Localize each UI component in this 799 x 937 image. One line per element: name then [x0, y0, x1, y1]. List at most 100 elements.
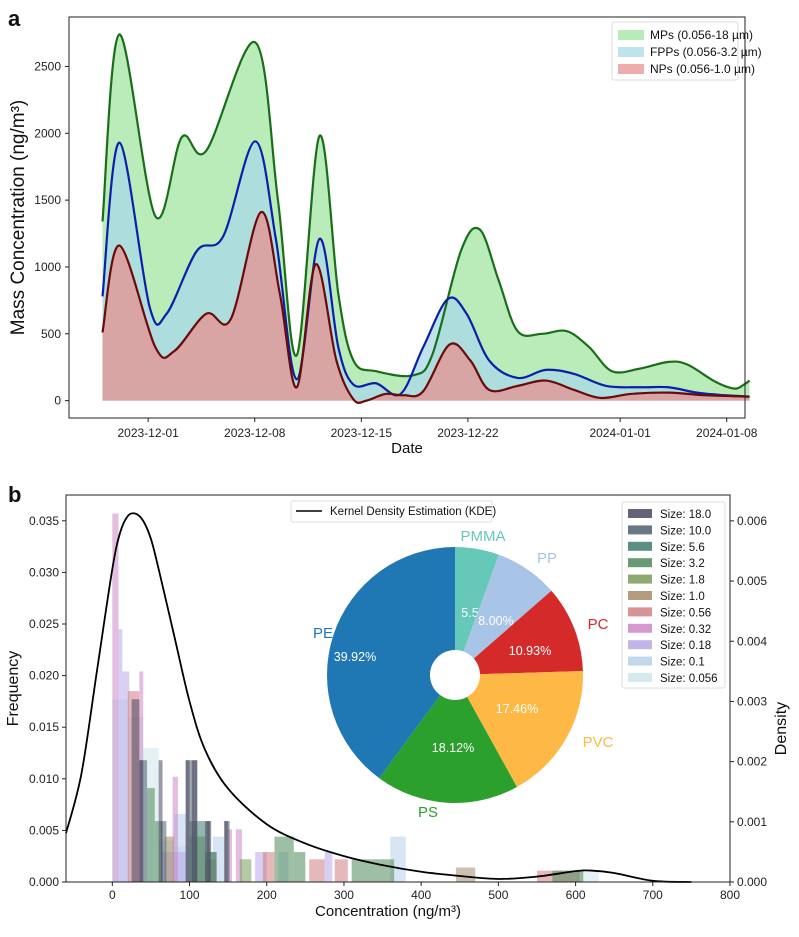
x-tick-label-b: 800 [720, 888, 740, 902]
size-legend-label-0.56: Size: 0.56 [660, 607, 711, 619]
hist-bar-size-0.1 [390, 836, 406, 882]
hist-bar-size-1.0 [455, 867, 476, 882]
size-legend-label-0.1: Size: 0.1 [660, 657, 705, 669]
size-legend-swatch-10.0 [628, 525, 652, 535]
y-tick-label-b: 0.010 [29, 772, 59, 786]
y2-tick-label-b: 0.006 [737, 514, 767, 528]
hist-bar-size-0.056 [575, 870, 599, 882]
x-tick-label-a: 2023-12-08 [224, 426, 286, 440]
pie-slice-pmma [455, 547, 499, 675]
y2-tick-label-b: 0.002 [737, 755, 767, 769]
line-mps [101, 33, 751, 390]
hist-bar-size-0.1 [174, 813, 186, 882]
y2-tick-label-b: 0.004 [737, 634, 767, 648]
hist-bar-size-0.18 [255, 852, 267, 882]
pie-center-hole [430, 650, 480, 700]
x-tick-label-a: 2023-12-01 [117, 426, 179, 440]
x-tick-label-a: 2024-01-08 [696, 426, 758, 440]
x-tick-label-b: 700 [643, 888, 663, 902]
legend-label-a-1: FPPs (0.056-3.2 µm) [650, 45, 762, 59]
hist-bar-size-1.8 [239, 859, 252, 882]
pie-pct-ps: 18.12% [432, 741, 474, 755]
y-tick-label-b: 0.005 [29, 823, 59, 837]
x-tick-label-b: 100 [180, 888, 200, 902]
panel-label-b: b [8, 482, 21, 507]
panel-label-a: a [8, 6, 21, 31]
hist-bar-size-0.18 [324, 852, 333, 882]
pie-slice-pe [327, 547, 455, 779]
y-tick-label-b: 0.000 [29, 875, 59, 889]
legend-label-a-0: MPs (0.056-18 µm) [650, 28, 753, 42]
hist-bar-size-1.0 [164, 836, 175, 882]
legend-swatch-a-0 [618, 30, 644, 40]
y-tick-label-a: 1500 [34, 193, 61, 207]
y-tick-label-a: 2500 [34, 59, 61, 73]
hist-bar-size-0.32 [172, 776, 178, 882]
pie-label-ps: PS [418, 804, 438, 821]
hist-bar-size-18.0 [191, 760, 198, 882]
size-legend-swatch-0.18 [628, 640, 652, 650]
line-fpps [101, 140, 750, 398]
hist-bar-size-5.6 [208, 852, 217, 882]
hist-bar-size-18.0 [204, 821, 211, 882]
size-legend-swatch-3.2 [628, 558, 652, 568]
hist-bar-size-0.32 [112, 513, 119, 882]
hist-bar-size-0.56 [536, 870, 561, 882]
size-legend-swatch-0.56 [628, 607, 652, 617]
size-legend-label-18.0: Size: 18.0 [660, 509, 711, 521]
y2-tick-label-b: 0.003 [737, 694, 767, 708]
y2-tick-label-b: 0.005 [737, 574, 767, 588]
x-tick-label-a: 2024-01-01 [589, 426, 651, 440]
kde-legend-label: Kernel Density Estimation (KDE) [330, 506, 496, 518]
x-tick-label-b: 400 [411, 888, 431, 902]
y-tick-label-b: 0.035 [29, 514, 59, 528]
hist-bar-size-0.32 [235, 829, 243, 882]
pie-pct-pp: 8.00% [478, 614, 513, 628]
pie-slice-ps [379, 675, 517, 803]
y-tick-label-b: 0.030 [29, 565, 59, 579]
hist-bar-size-0.18 [118, 629, 123, 882]
pie-label-pvc: PVC [583, 734, 614, 751]
size-legend-swatch-0.056 [628, 673, 652, 682]
hist-bar-size-0.56 [334, 859, 348, 882]
plot-frame-b [65, 494, 731, 883]
y2-tick-label-b: 0.001 [737, 815, 767, 829]
hist-bar-size-0.32 [228, 829, 232, 882]
size-legend-label-0.18: Size: 0.18 [660, 640, 711, 652]
hist-bar-size-0.1 [212, 836, 225, 882]
hist-bar-size-18.0 [185, 760, 190, 882]
pie-pct-pvc: 17.46% [496, 702, 538, 716]
size-legend-swatch-18.0 [628, 509, 652, 518]
hist-bar-size-10.0 [185, 760, 198, 882]
size-legend-label-1.0: Size: 1.0 [660, 591, 705, 603]
hist-bar-size-18.0 [139, 760, 144, 882]
y-tick-label-a: 1000 [34, 260, 61, 274]
size-legend-label-0.056: Size: 0.056 [660, 673, 718, 685]
hist-bar-size-0.56 [262, 852, 275, 882]
hist-bar-size-18.0 [224, 821, 229, 882]
y-tick-label-b: 0.015 [29, 720, 59, 734]
y2-axis-label-b: Density [773, 702, 790, 755]
hist-bar-size-3.2 [274, 836, 294, 882]
x-tick-label-a: 2023-12-22 [437, 426, 499, 440]
size-legend-label-5.6: Size: 5.6 [660, 542, 705, 554]
x-tick-label-b: 300 [334, 888, 354, 902]
size-legend-label-10.0: Size: 10.0 [660, 525, 711, 537]
y-tick-label-b: 0.020 [29, 669, 59, 683]
y-tick-label-a: 500 [41, 327, 61, 341]
hist-bar-size-0.18 [122, 671, 130, 882]
y-tick-label-a: 2000 [34, 126, 61, 140]
size-legend-swatch-5.6 [628, 541, 652, 551]
pie-pct-pc: 10.93% [509, 644, 551, 658]
pie-label-pmma: PMMA [461, 528, 506, 545]
hist-bar-size-18.0 [131, 699, 140, 882]
y-axis-label-a: Mass Concentration (ng/m³) [8, 100, 29, 335]
legend-swatch-a-1 [618, 47, 644, 57]
pie-label-pp: PP [537, 550, 557, 567]
x-tick-label-b: 600 [566, 888, 586, 902]
pie-slice-pc [455, 590, 583, 675]
size-legend-swatch-1.0 [628, 591, 652, 600]
legend-swatch-a-2 [618, 64, 644, 74]
pie-slice-pvc [455, 670, 583, 788]
